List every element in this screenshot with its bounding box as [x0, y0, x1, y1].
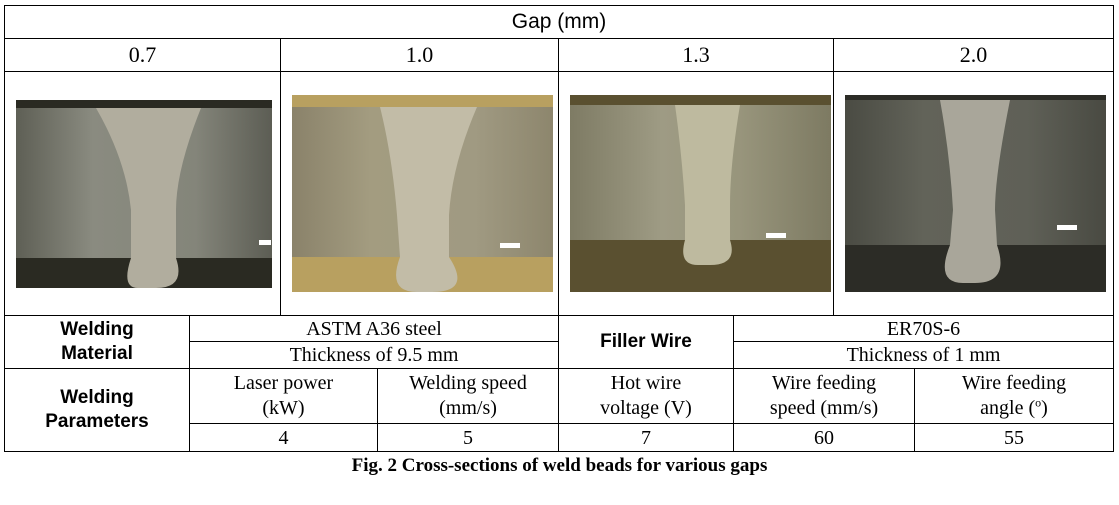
- row-label: Filler Wire: [558, 315, 734, 369]
- param-value: 5: [377, 423, 559, 452]
- gap-value: 2.0: [833, 38, 1114, 72]
- name-line: angle (: [980, 397, 1036, 419]
- param-name: Hot wire voltage (V): [558, 368, 734, 424]
- weld-photo: [16, 100, 272, 288]
- label-line: Parameters: [45, 411, 149, 432]
- weld-photo: [570, 95, 831, 292]
- weld-photo: [845, 95, 1106, 292]
- param-name: Laser power (kW): [189, 368, 378, 424]
- param-name: Welding speed (mm/s): [377, 368, 559, 424]
- row-label: Welding Material: [4, 315, 190, 369]
- gap-title: Gap (mm): [4, 5, 1114, 39]
- name-line: Welding speed: [409, 372, 527, 394]
- name-line: (kW): [262, 397, 305, 419]
- gap-value: 1.3: [558, 38, 834, 72]
- name-line: angle (o): [980, 396, 1048, 421]
- row-label: Welding Parameters: [4, 368, 190, 452]
- param-value: 4: [189, 423, 378, 452]
- name-line: voltage (V): [600, 397, 692, 419]
- name-line: (mm/s): [439, 397, 497, 419]
- label-line: Welding: [60, 319, 134, 340]
- cell: Thickness of 9.5 mm: [189, 341, 559, 369]
- param-name: Wire feeding speed (mm/s): [733, 368, 915, 424]
- label-line: Material: [61, 343, 133, 364]
- param-name: Wire feeding angle (o): [914, 368, 1114, 424]
- label-line: Welding: [60, 387, 134, 408]
- param-value: 60: [733, 423, 915, 452]
- caption: Fig. 2 Cross-sections of weld beads for …: [351, 455, 768, 476]
- param-value: 7: [558, 423, 734, 452]
- name-line: Wire feeding: [771, 372, 877, 394]
- cell: ASTM A36 steel: [189, 315, 559, 342]
- name-line: Wire feeding: [961, 372, 1067, 394]
- superscript: o: [1035, 395, 1042, 410]
- cell: Thickness of 1 mm: [733, 341, 1114, 369]
- param-value: 55: [914, 423, 1114, 452]
- gap-value: 1.0: [280, 38, 559, 72]
- weld-photo: [292, 95, 553, 292]
- name-line: Hot wire: [610, 372, 682, 394]
- cell: ER70S-6: [733, 315, 1114, 342]
- gap-value: 0.7: [4, 38, 281, 72]
- name-close: ): [1041, 397, 1048, 419]
- name-line: speed (mm/s): [769, 397, 879, 419]
- name-line: Laser power: [233, 372, 334, 394]
